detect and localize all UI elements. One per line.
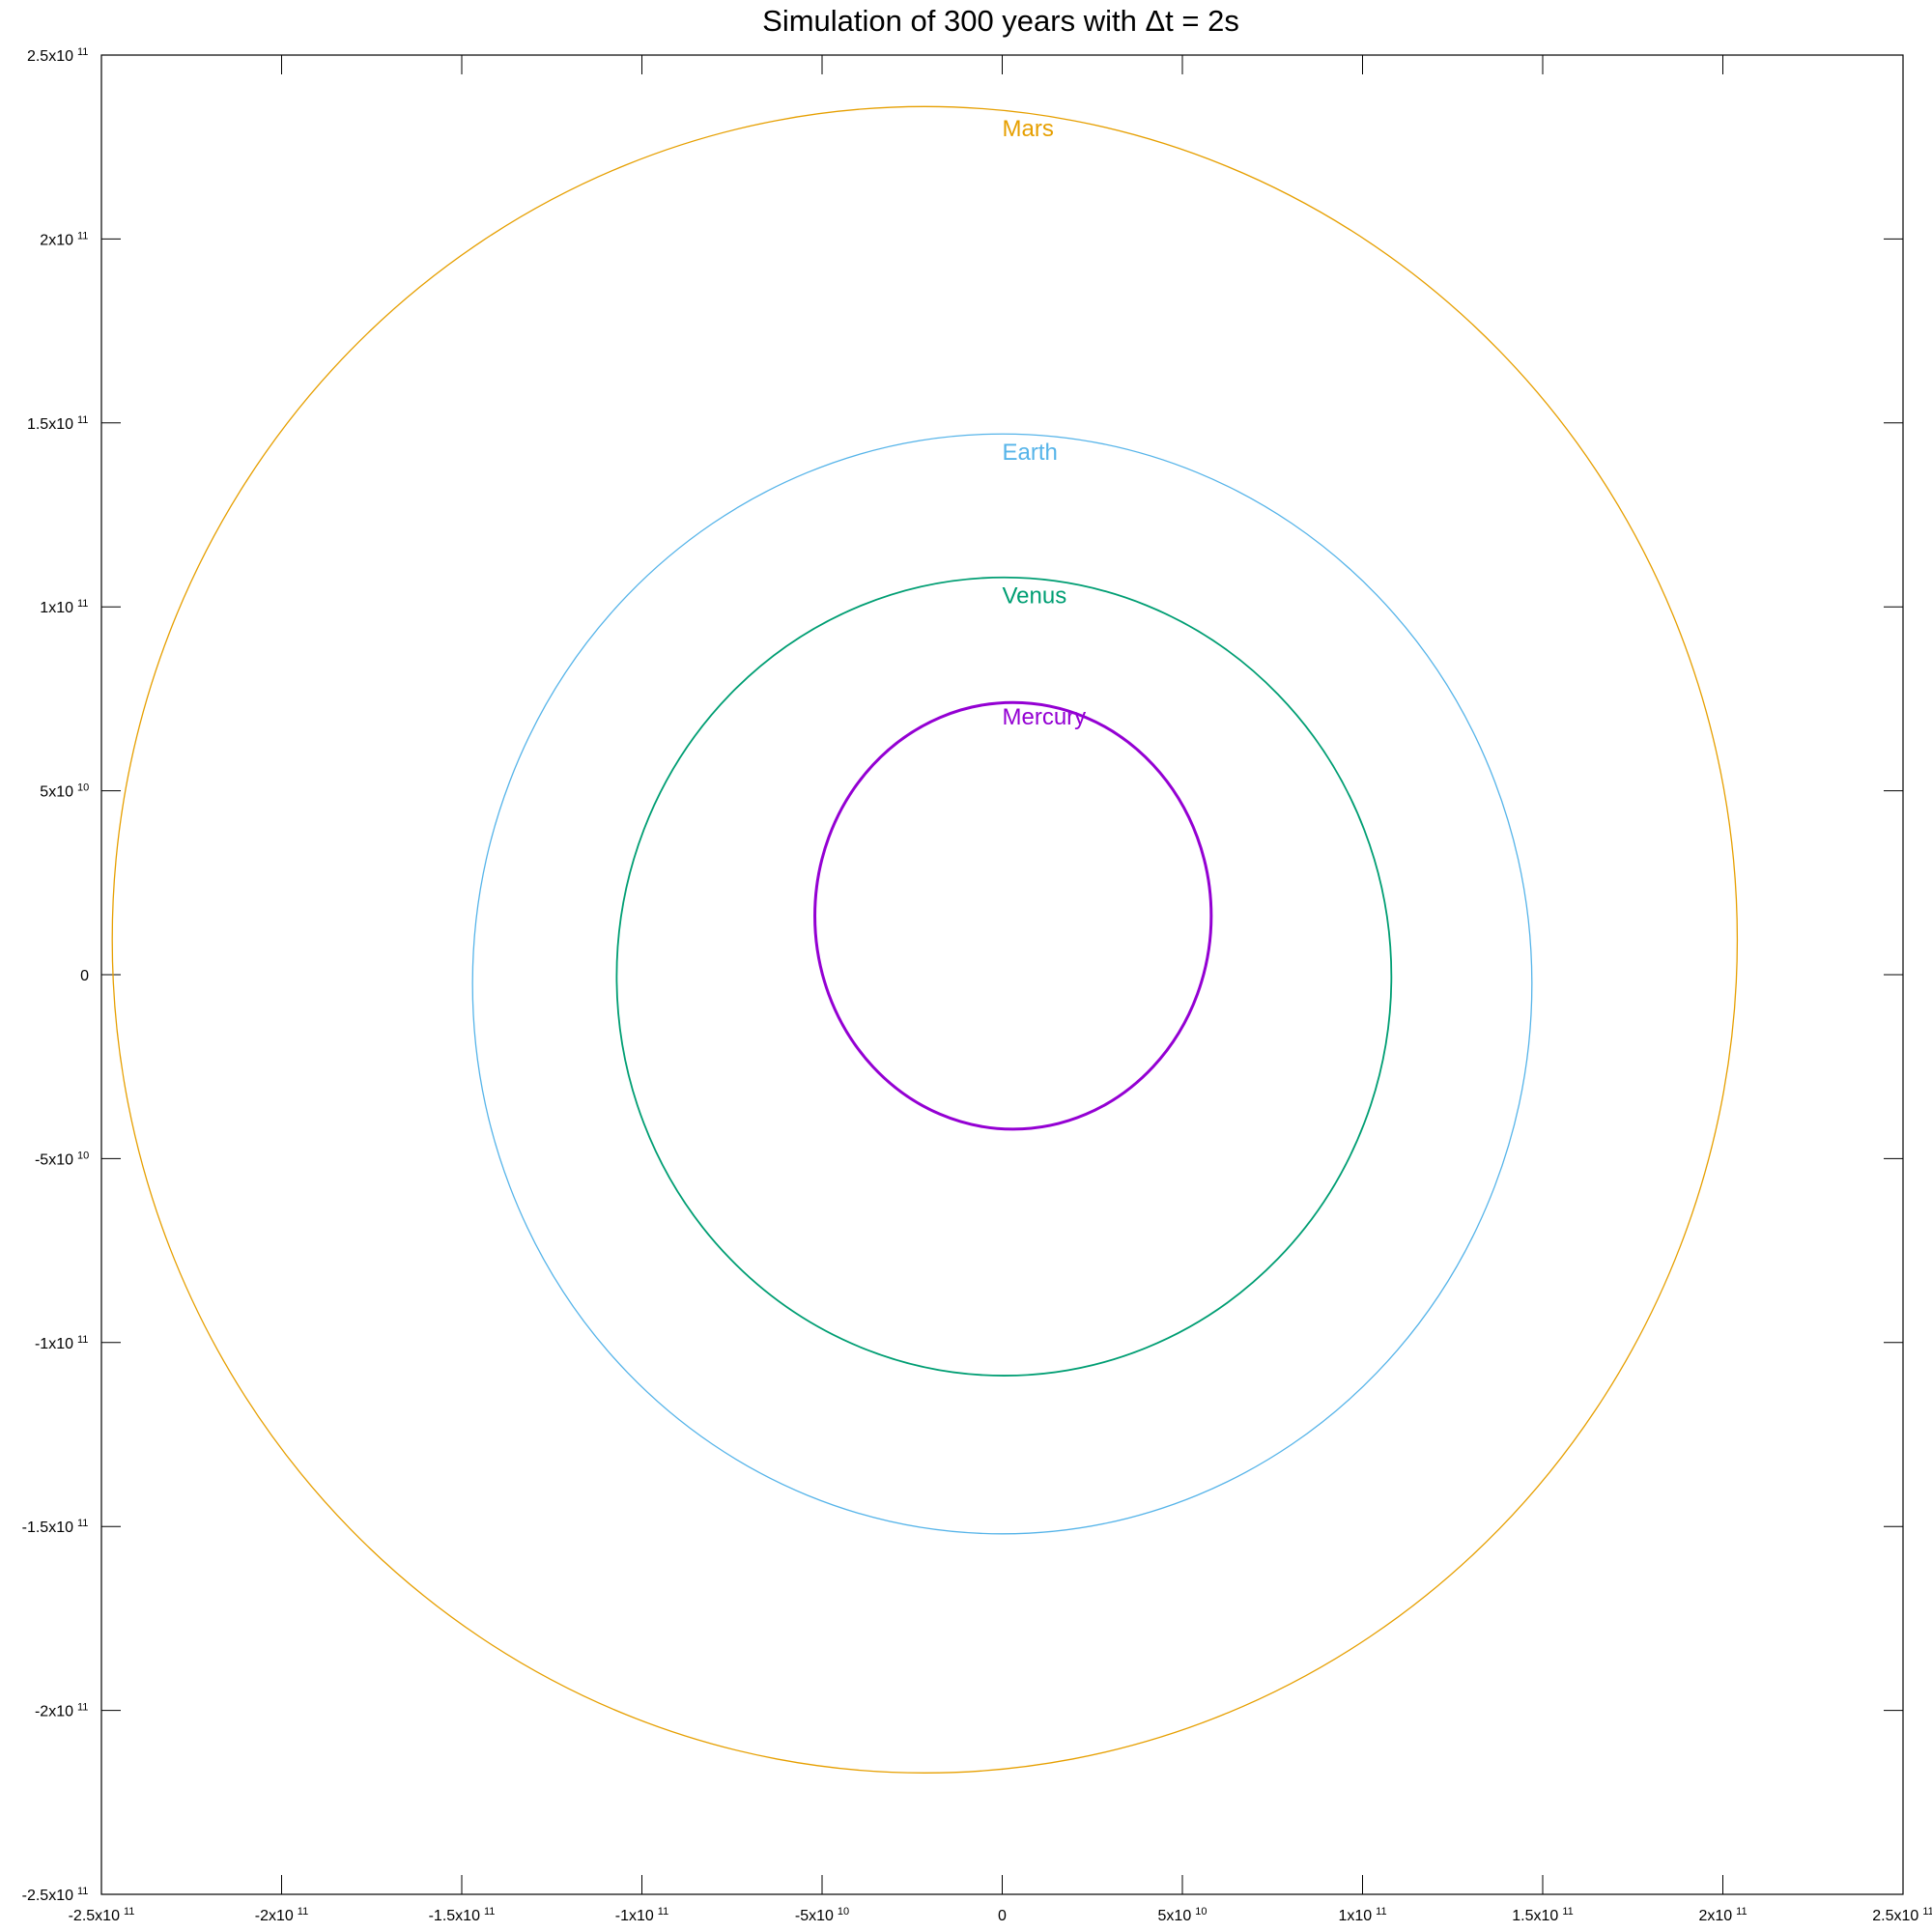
x-tick-label: -2x10 11 [255, 1906, 308, 1924]
y-tick-label: -2x10 11 [35, 1702, 88, 1720]
earth-label: Earth [1003, 440, 1058, 466]
x-tick-label: -5x10 10 [795, 1906, 849, 1924]
x-tick-label: 1.5x10 11 [1512, 1906, 1573, 1924]
x-tick-label: 2x10 11 [1698, 1906, 1747, 1924]
y-tick-label: -1x10 11 [35, 1334, 88, 1352]
venus-orbit [615, 576, 1393, 1377]
y-tick-label: -5x10 10 [35, 1150, 89, 1168]
chart-title: Simulation of 300 years with Δt = 2s [762, 4, 1239, 38]
x-tick-label: 2.5x10 11 [1872, 1906, 1932, 1924]
x-tick-label: 1x10 11 [1338, 1906, 1386, 1924]
mars-label: Mars [1003, 116, 1054, 142]
venus-label: Venus [1003, 582, 1067, 609]
mars-orbit [111, 105, 1739, 1774]
y-tick-label: -1.5x10 11 [22, 1518, 89, 1536]
y-tick-label: 0 [80, 968, 89, 984]
x-tick-label: -2.5x10 11 [69, 1906, 135, 1924]
y-tick-label: 1.5x10 11 [27, 414, 88, 433]
y-tick-label: 1x10 11 [40, 598, 88, 616]
axis-ticks: -2.5x10 11 -2x10 11 -1.5x10 11 -1x10 11 -5x10 10 0… [22, 46, 1932, 1924]
orbits [111, 105, 1739, 1774]
plot-frame [100, 54, 1904, 1895]
x-tick-label: 0 [998, 1908, 1007, 1924]
y-tick-label: 5x10 10 [40, 782, 89, 801]
x-tick-label: 5x10 10 [1158, 1906, 1208, 1924]
y-tick-label: 2x10 11 [40, 230, 88, 248]
x-tick-label: -1x10 11 [615, 1906, 668, 1924]
y-tick-label: -2.5x10 11 [22, 1886, 89, 1904]
y-tick-label: 2.5x10 11 [27, 46, 88, 65]
mercury-orbit [813, 700, 1213, 1131]
earth-orbit [471, 433, 1533, 1535]
mercury-label: Mercury [1003, 704, 1087, 730]
x-tick-label: -1.5x10 11 [429, 1906, 496, 1924]
orbit-labels: Mars Earth Venus Mercury [1003, 116, 1087, 730]
